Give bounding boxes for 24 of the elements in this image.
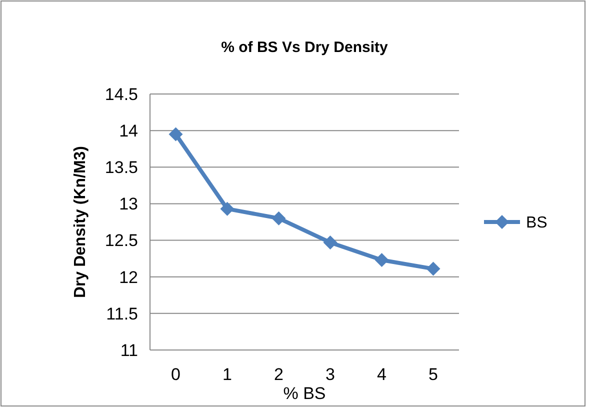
- chart-title: % of BS Vs Dry Density: [221, 39, 389, 56]
- y-tick-label: 11: [120, 340, 138, 360]
- point: [426, 262, 440, 276]
- y-tick-label: 12: [119, 268, 138, 287]
- x-tick-label: 0: [171, 365, 180, 384]
- x-tick-label: 1: [222, 365, 232, 384]
- y-tick-label: 12.5: [104, 231, 138, 250]
- y-tick-label: 13.5: [104, 158, 138, 178]
- point: [168, 127, 183, 142]
- x-tick-label: 4: [377, 365, 386, 384]
- y-tick-label: 14.5: [104, 84, 138, 104]
- y-tick-label: 14: [119, 122, 138, 141]
- point: [220, 202, 234, 216]
- point: [272, 211, 286, 226]
- legend-label: BS: [526, 214, 548, 232]
- x-axis-title: % BS: [283, 384, 326, 403]
- x-tick-label: 5: [428, 365, 438, 384]
- y-tick-label: 11.5: [106, 304, 138, 324]
- point: [374, 253, 389, 268]
- x-tick-label: 3: [326, 365, 335, 384]
- y-tick-label: 13: [119, 194, 138, 214]
- x-tick-label: 2: [274, 365, 284, 384]
- point: [323, 235, 338, 250]
- y-axis-title: Dry Density (Kn/M3): [72, 146, 89, 298]
